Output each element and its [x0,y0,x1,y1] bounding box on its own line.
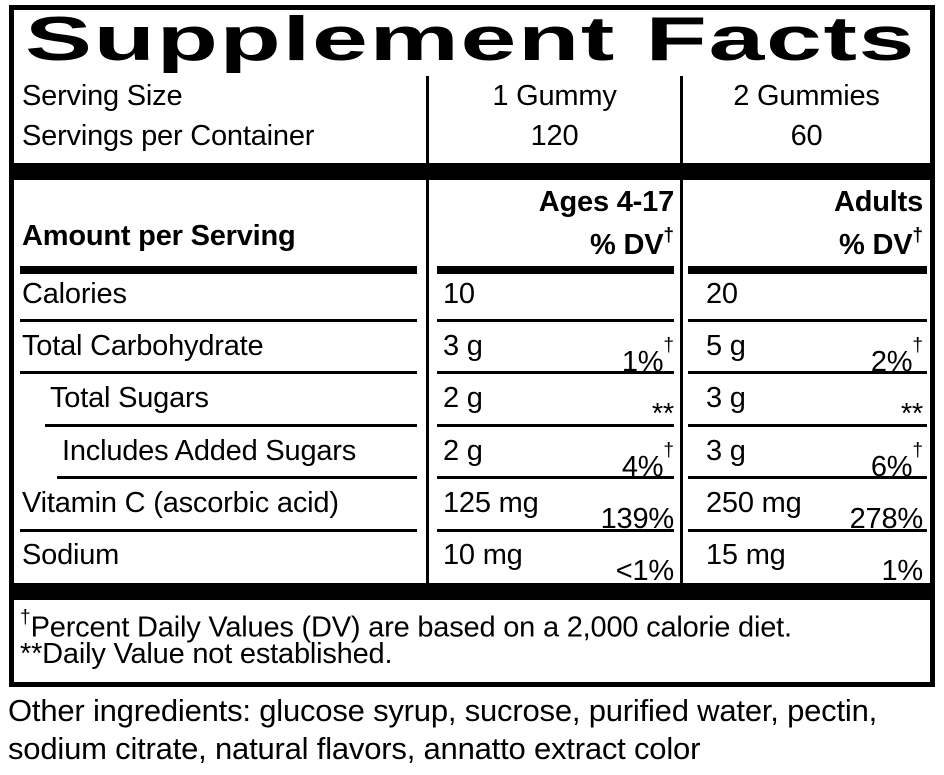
other-ingredients-line2: sodium citrate, natural flavors, annatto… [8,731,701,766]
header-adults-group: Adults % DV† [683,185,923,262]
header-underline [20,266,417,274]
serving-column-gummy: 1 Gummy 120 [429,76,680,156]
row-separator-segment [437,424,674,427]
dv-header-adults: % DV† [839,225,923,261]
row-separator-segment [688,424,927,427]
row-calories: Calories 10 20 [14,268,930,320]
servings-count-col1: 120 [530,120,579,152]
dagger-symbol: † [912,225,923,246]
servings-count-col2: 60 [790,120,823,152]
label-title-wrap: Supplement Facts [25,6,914,90]
row-separator-segment [437,319,674,322]
serving-size-value-col2: 2 Gummies [733,80,880,112]
dagger-symbol: † [20,607,31,628]
dv-header-ages: % DV† [590,225,674,261]
amount-cell: 3 g [706,435,746,467]
row-total-sugars: Total Sugars 2 g ** 3 g ** [14,372,930,430]
ages-group-label: Ages 4-17 [538,186,674,218]
footnote-dv-not-established: **Daily Value not established. [20,638,393,670]
header-underline [688,266,927,274]
dagger-symbol: † [912,440,923,461]
amount-cell: 2 g [443,435,483,467]
dagger-symbol: † [663,440,674,461]
dv-cell: ** [900,397,923,430]
row-separator-segment [437,371,674,374]
nutrient-name: Sodium [22,539,120,571]
header-ages-group: Ages 4-17 % DV† [429,185,674,262]
dagger-symbol: † [663,335,674,356]
row-separator-segment [20,371,417,374]
dv-cell: <1% [615,554,674,587]
serving-column-gummies: 2 Gummies 60 [683,76,930,156]
nutrient-name: Vitamin C (ascorbic acid) [22,487,339,519]
nutrient-name: Total Sugars [50,382,209,414]
row-separator-segment [688,371,927,374]
label-title: Supplement Facts [25,5,916,74]
amount-cell: 125 mg [443,487,539,519]
row-separator-segment [57,476,417,479]
nutrient-name: Includes Added Sugars [62,435,357,467]
amount-cell: 20 [706,278,738,310]
row-separator-segment [688,476,927,479]
amount-cell: 5 g [706,330,746,362]
row-separator-segment [20,319,417,322]
row-total-carbohydrate: Total Carbohydrate 3 g 1%† 5 g 2%† [14,320,930,378]
nutrient-name: Total Carbohydrate [22,330,264,362]
row-separator-segment [45,424,417,427]
row-separator-segment [437,476,674,479]
row-sodium: Sodium 10 mg <1% 15 mg 1% [14,529,930,587]
serving-info: Serving Size Servings per Container [22,76,314,156]
row-separator-segment [20,529,417,532]
supplement-facts-inner: Supplement Facts Serving Size Servings p… [14,6,930,682]
column-divider [426,76,429,163]
amount-cell: 3 g [706,382,746,414]
serving-size-label: Serving Size [22,80,183,112]
row-separator-segment [688,319,927,322]
dv-cell: 1% [881,554,923,587]
amount-cell: 10 [443,278,475,310]
servings-per-container-label: Servings per Container [22,120,315,152]
separator-bar-thick [14,163,930,180]
column-divider [680,180,683,583]
header-amount-per-serving: Amount per Serving [22,220,296,252]
row-separator-segment [437,529,674,532]
amount-cell: 250 mg [706,487,802,519]
dagger-symbol: † [912,335,923,356]
supplement-facts-box: Supplement Facts Serving Size Servings p… [9,5,935,687]
row-vitamin-c: Vitamin C (ascorbic acid) 125 mg 139% 25… [14,477,930,535]
nutrient-name: Calories [22,278,127,310]
other-ingredients-text: Other ingredients: glucose syrup, sucros… [8,692,877,768]
amount-cell: 3 g [443,330,483,362]
dagger-symbol: † [663,225,674,246]
column-divider [680,76,683,163]
dv-cell: ** [651,397,674,430]
separator-bar-thick [14,583,930,600]
amount-cell: 2 g [443,382,483,414]
footnote-daily-values: †Percent Daily Values (DV) are based on … [20,607,792,644]
adults-group-label: Adults [833,186,923,218]
amount-cell: 15 mg [706,539,786,571]
row-separator-segment [688,529,927,532]
column-divider [426,180,429,583]
amount-cell: 10 mg [443,539,523,571]
other-ingredients-line1: Other ingredients: glucose syrup, sucros… [8,693,878,728]
row-includes-added-sugars: Includes Added Sugars 2 g 4%† 3 g 6%† [14,425,930,483]
header-underline [437,266,674,274]
serving-size-value-col1: 1 Gummy [492,80,617,112]
